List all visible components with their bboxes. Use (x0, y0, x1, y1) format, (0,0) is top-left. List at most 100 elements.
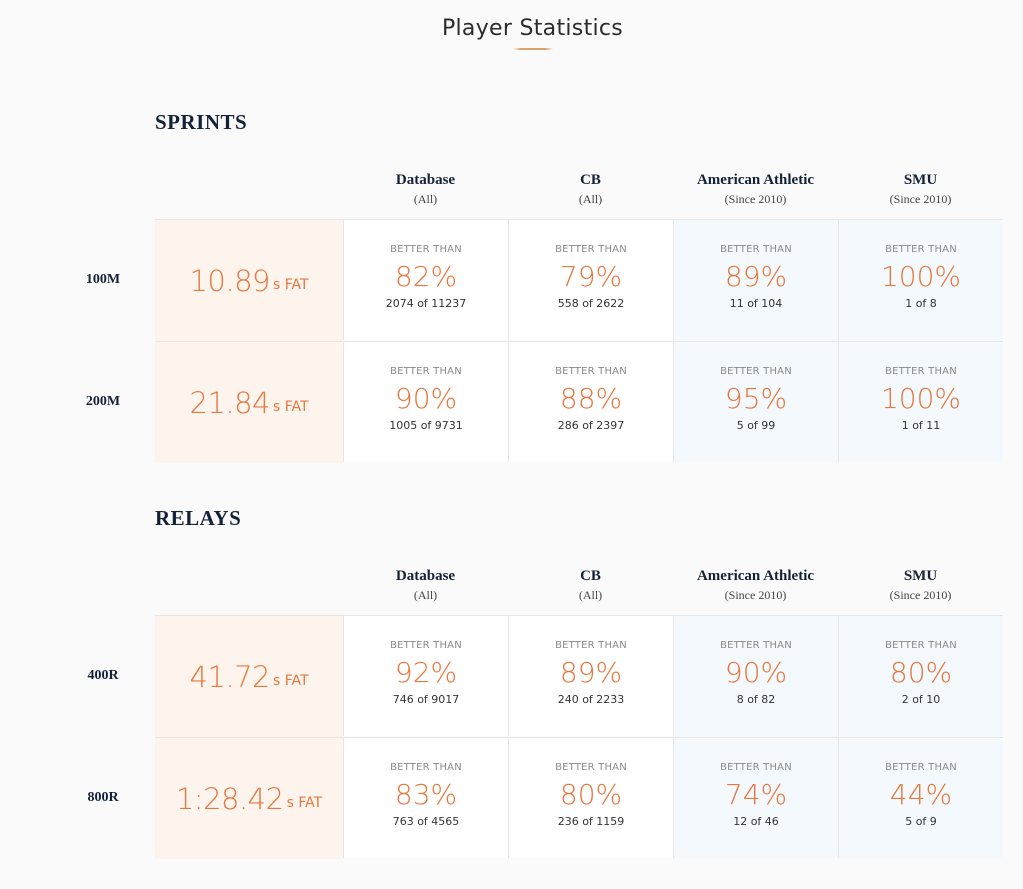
column-subtitle: (All) (413, 588, 438, 602)
better-than-label: BETTER THAN (390, 762, 462, 773)
stat-cell: BETTER THAN 44% 5 of 9 (838, 737, 1003, 858)
better-than-label: BETTER THAN (885, 366, 957, 377)
rank-count: 763 of 4565 (392, 815, 460, 828)
rank-count: 236 of 1159 (557, 815, 625, 828)
time-cell: 1:28.42 s FAT (155, 737, 343, 859)
time-value: 21.84 (189, 385, 270, 420)
better-than-label: BETTER THAN (720, 244, 792, 255)
column-header: American Athletic (Since 2010) (673, 172, 838, 207)
stat-cell: BETTER THAN 80% 236 of 1159 (508, 737, 673, 858)
time-cell: 10.89 s FAT (155, 219, 343, 341)
better-than-label: BETTER THAN (555, 640, 627, 651)
stat-cell: BETTER THAN 100% 1 of 8 (838, 219, 1003, 340)
column-name: SMU (903, 172, 938, 188)
better-than-label: BETTER THAN (720, 640, 792, 651)
better-than-label: BETTER THAN (555, 762, 627, 773)
stat-cell: BETTER THAN 80% 2 of 10 (838, 615, 1003, 736)
event-label: 800R (87, 789, 119, 805)
stat-cell: BETTER THAN 92% 746 of 9017 (343, 615, 508, 736)
percentile-value: 100% (880, 382, 962, 415)
stat-cell: BETTER THAN 82% 2074 of 11237 (343, 219, 508, 340)
stat-cell: BETTER THAN 74% 12 of 46 (673, 737, 838, 858)
percentile-value: 95% (724, 382, 788, 415)
rank-count: 558 of 2622 (557, 297, 625, 310)
stat-cell: BETTER THAN 83% 763 of 4565 (343, 737, 508, 858)
title-underline (513, 48, 553, 50)
percentile-value: 83% (394, 778, 458, 811)
percentile-value: 88% (559, 382, 623, 415)
better-than-label: BETTER THAN (720, 366, 792, 377)
time-value: 1:28.42 (175, 781, 284, 816)
time-value: 41.72 (189, 659, 270, 694)
column-name: Database (395, 172, 456, 188)
stat-cell: BETTER THAN 79% 558 of 2622 (508, 219, 673, 340)
rank-count: 1 of 11 (901, 419, 941, 432)
event-row: 800R 1:28.42 s FAT BETTER THAN 83% 763 of 456… (0, 737, 1023, 859)
percentile-value: 90% (724, 656, 788, 689)
rank-count: 12 of 46 (733, 815, 779, 828)
time-unit: s FAT (286, 794, 323, 811)
percentile-value: 80% (559, 778, 623, 811)
percentile-value: 89% (724, 260, 788, 293)
column-name: American Athletic (696, 568, 815, 584)
better-than-label: BETTER THAN (885, 244, 957, 255)
event-row: 100M 10.89 s FAT BETTER THAN 82% 2074 of 1123… (0, 219, 1023, 341)
column-name: CB (580, 172, 601, 188)
percentile-value: 79% (559, 260, 623, 293)
section-title: SPRINTS (155, 110, 248, 134)
column-header: Database (All) (343, 172, 508, 207)
stat-cell: BETTER THAN 95% 5 of 99 (673, 341, 838, 462)
percentile-value: 82% (394, 260, 458, 293)
event-label: 200M (85, 393, 121, 409)
column-header: American Athletic (Since 2010) (673, 568, 838, 603)
percentile-value: 92% (394, 656, 458, 689)
rank-count: 5 of 99 (736, 419, 776, 432)
time-cell: 41.72 s FAT (155, 615, 343, 737)
column-subtitle: (Since 2010) (724, 588, 787, 602)
better-than-label: BETTER THAN (885, 640, 957, 651)
rank-count: 5 of 9 (905, 815, 937, 828)
column-subtitle: (Since 2010) (889, 192, 952, 206)
stat-cell: BETTER THAN 89% 240 of 2233 (508, 615, 673, 736)
percentile-value: 89% (559, 656, 623, 689)
stat-cell: BETTER THAN 90% 1005 of 9731 (343, 341, 508, 462)
percentile-value: 74% (724, 778, 788, 811)
event-row: 200M 21.84 s FAT BETTER THAN 90% 1005 of 9731… (0, 341, 1023, 463)
time-unit: s FAT (272, 276, 309, 293)
rank-count: 1005 of 9731 (389, 419, 463, 432)
event-label: 100M (85, 271, 121, 287)
column-subtitle: (Since 2010) (889, 588, 952, 602)
event-row: 400R 41.72 s FAT BETTER THAN 92% 746 of 9017 B… (0, 615, 1023, 737)
rank-count: 746 of 9017 (392, 693, 460, 706)
better-than-label: BETTER THAN (555, 244, 627, 255)
better-than-label: BETTER THAN (390, 244, 462, 255)
stat-cell: BETTER THAN 89% 11 of 104 (673, 219, 838, 340)
time-cell: 21.84 s FAT (155, 341, 343, 463)
column-header: Database (All) (343, 568, 508, 603)
rank-count: 11 of 104 (729, 297, 783, 310)
stat-cell: BETTER THAN 90% 8 of 82 (673, 615, 838, 736)
column-header: SMU (Since 2010) (838, 568, 1003, 603)
column-header: CB (All) (508, 172, 673, 207)
column-subtitle: (All) (578, 588, 603, 602)
column-subtitle: (Since 2010) (724, 192, 787, 206)
rank-count: 8 of 82 (736, 693, 776, 706)
rank-count: 1 of 8 (905, 297, 937, 310)
better-than-label: BETTER THAN (555, 366, 627, 377)
percentile-value: 100% (880, 260, 962, 293)
better-than-label: BETTER THAN (885, 762, 957, 773)
time-value: 10.89 (189, 263, 270, 298)
column-subtitle: (All) (578, 192, 603, 206)
percentile-value: 80% (889, 656, 953, 689)
rank-count: 240 of 2233 (557, 693, 625, 706)
column-name: American Athletic (696, 172, 815, 188)
stat-cell: BETTER THAN 88% 286 of 2397 (508, 341, 673, 462)
column-header: SMU (Since 2010) (838, 172, 1003, 207)
section-title: RELAYS (155, 506, 242, 530)
time-unit: s FAT (272, 398, 309, 415)
rank-count: 286 of 2397 (557, 419, 625, 432)
percentile-value: 44% (889, 778, 953, 811)
column-name: Database (395, 568, 456, 584)
percentile-value: 90% (394, 382, 458, 415)
page-title: Player Statistics (441, 16, 624, 41)
